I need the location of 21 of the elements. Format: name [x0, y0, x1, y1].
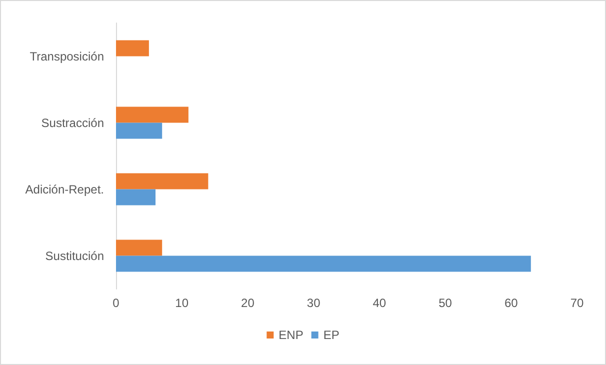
y-tick-label: Sustracción	[41, 116, 104, 130]
x-tick-label: 60	[504, 296, 518, 310]
legend-label: ENP	[278, 328, 304, 342]
x-tick-label: 70	[570, 296, 584, 310]
bar	[116, 173, 208, 190]
x-tick-label: 40	[372, 296, 386, 310]
y-tick-label: Sustitución	[45, 248, 104, 263]
x-tick-label: 0	[112, 296, 120, 310]
bar	[116, 40, 149, 56]
y-tick-label: Adición-Repet.	[25, 182, 104, 196]
bar	[116, 256, 531, 272]
x-tick-label: 10	[175, 296, 189, 310]
y-tick-label: Transposición	[30, 49, 104, 64]
bar	[116, 122, 162, 139]
legend-label: EP	[323, 328, 340, 342]
x-tick-label: 50	[438, 296, 452, 310]
x-tick-label: 30	[306, 296, 321, 310]
bar	[116, 106, 188, 123]
x-tick-label: 20	[241, 296, 255, 310]
bar	[116, 189, 156, 206]
bar	[116, 240, 162, 256]
